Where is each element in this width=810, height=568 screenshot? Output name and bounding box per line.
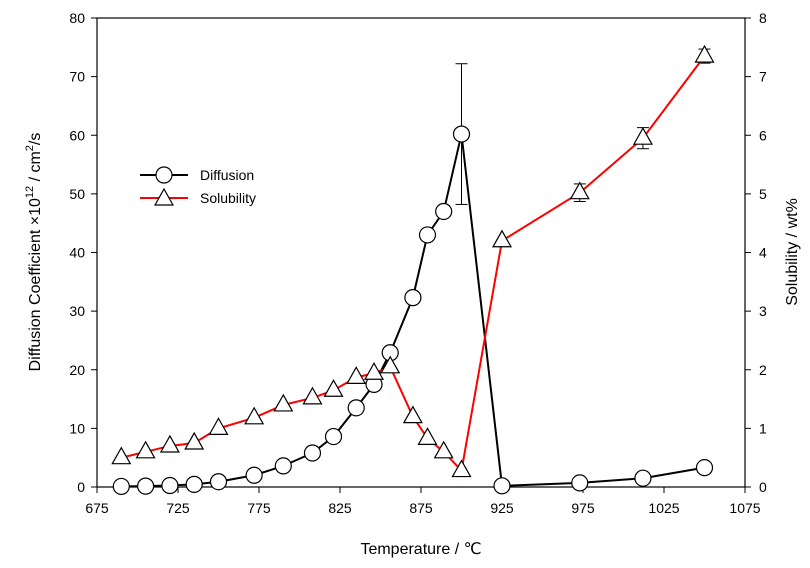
x-tick-label: 775 [247, 500, 271, 516]
solubility-data-point [417, 427, 438, 445]
y-left-tick-label: 10 [69, 420, 85, 436]
solubility-data-point [433, 440, 454, 459]
diffusion-data-point [418, 226, 437, 244]
solubility-data-point [402, 405, 423, 424]
y-right-tick-label: 3 [759, 303, 767, 319]
x-tick-label: 675 [85, 500, 109, 516]
y-left-tick-label: 30 [69, 303, 85, 319]
solubility-data-point [491, 229, 513, 248]
solubility-data-point [244, 406, 265, 425]
y-right-tick-label: 7 [759, 69, 767, 85]
diffusion-data-point [185, 475, 203, 493]
x-tick-label: 1025 [648, 500, 679, 516]
plot-frame [96, 17, 746, 488]
diffusion-data-point [571, 474, 589, 492]
x-tick-label: 825 [328, 500, 352, 516]
solubility-data-point [184, 431, 205, 450]
solubility-data-point [208, 417, 229, 435]
y-right-tick-label: 0 [759, 479, 767, 495]
x-tick-label: 875 [409, 500, 433, 516]
diffusion-data-point [493, 477, 511, 495]
diffusion-data-point [452, 125, 471, 143]
solubility-data-point [273, 393, 294, 412]
solubility-data-point [569, 181, 590, 200]
legend-diffusion-label: Diffusion [200, 167, 254, 183]
solubility-data-point [323, 379, 344, 397]
x-tick-label: 925 [490, 500, 514, 516]
diffusion-data-point [404, 289, 422, 307]
solubility-data-point [694, 44, 715, 63]
diffusion-data-point [112, 477, 130, 496]
solubility-data-point [380, 355, 401, 374]
y-left-tick-label: 50 [69, 186, 85, 202]
diffusion-data-point [161, 476, 179, 495]
diffusion-data-point [324, 427, 343, 446]
x-tick-label: 1075 [729, 500, 760, 516]
y-right-tick-label: 8 [759, 10, 767, 26]
y-left-tick-label: 70 [69, 69, 85, 85]
diffusion-data-point [209, 473, 228, 491]
y-axis-label-left-exponent: 12 [24, 186, 36, 198]
solubility-data-point [346, 366, 367, 384]
y-right-tick-label: 4 [759, 245, 767, 261]
y-left-tick-label: 0 [77, 479, 85, 495]
x-tick-label: 975 [571, 500, 595, 516]
diffusion-data-point [634, 469, 652, 487]
y-right-tick-label: 2 [759, 362, 767, 378]
diffusion-data-point [435, 202, 453, 221]
diffusion-data-point [245, 466, 263, 484]
solubility-data-point [111, 446, 132, 465]
solubility-data-point [135, 440, 156, 459]
x-axis-label: Temperature / ℃ [360, 541, 481, 558]
solubility-data-point [451, 459, 472, 478]
legend-diffusion-marker [155, 166, 173, 184]
y-axis-label-right: Solubility / wt% [784, 198, 801, 306]
diffusion-data-point [274, 457, 292, 475]
y-left-tick-label: 60 [69, 127, 85, 143]
y-right-tick-label: 5 [759, 186, 767, 202]
y-left-tick-label: 40 [69, 245, 85, 261]
y-right-tick-label: 6 [759, 127, 767, 143]
y-left-tick-label: 20 [69, 362, 85, 378]
legend: Diffusion Solubility [140, 166, 256, 206]
y-right-tick-label: 1 [759, 420, 767, 436]
solubility-data-point [363, 362, 385, 380]
diffusion-data-point [347, 399, 365, 417]
solubility-data-point [632, 126, 653, 145]
diffusion-data-point [137, 477, 155, 495]
diffusion-data-point [303, 444, 322, 462]
errorbar-layer [421, 48, 711, 241]
solubility-data-point [159, 434, 180, 453]
y-left-tick-label: 80 [69, 10, 85, 26]
diffusion-data-point [695, 459, 714, 477]
y-axis-label-left-unit-exponent: 2 [24, 145, 36, 151]
legend-solubility-label: Solubility [200, 190, 256, 206]
legend-solubility-marker [153, 187, 175, 206]
x-tick-label: 725 [166, 500, 190, 516]
series-layer [111, 44, 715, 496]
ticks-layer: 675 725 775 825 875 925 975 1025 107501020304050… [69, 10, 767, 516]
y-axis-label-left: Diffusion Coefficient ×1012 / cm2/s [24, 133, 44, 372]
solubility-data-point [302, 386, 323, 405]
